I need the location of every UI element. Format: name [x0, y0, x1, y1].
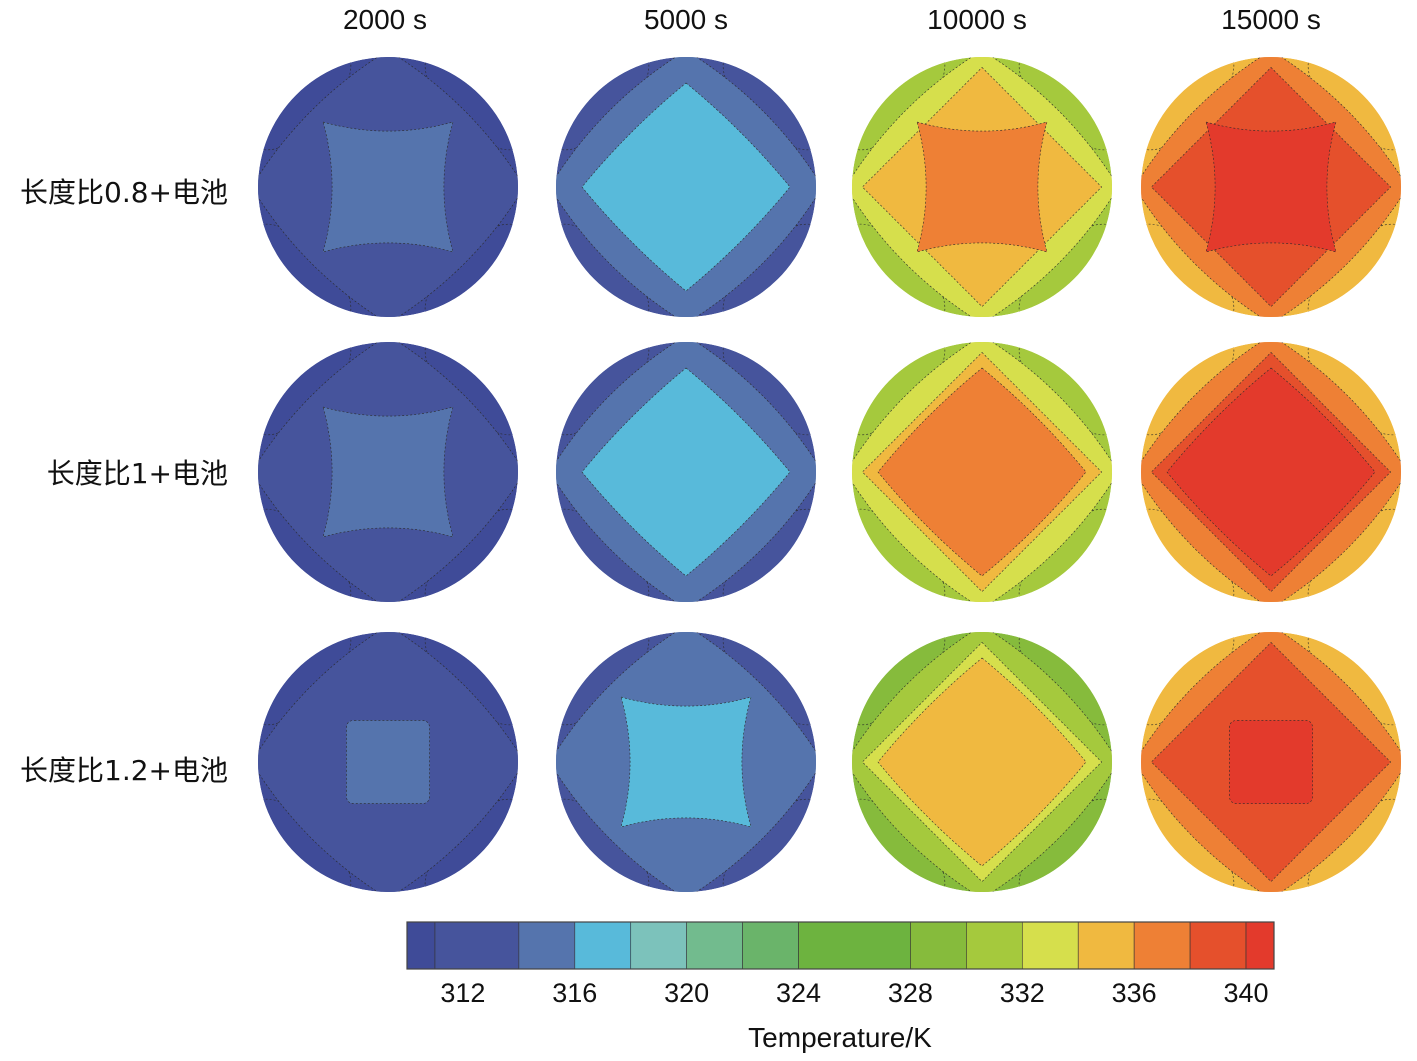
contour-panel-r2-c2	[556, 342, 816, 602]
contour-center-zone	[581, 367, 791, 577]
colorbar-tick-label: 336	[1111, 978, 1157, 1008]
contour-center-zone	[1205, 121, 1337, 253]
contour-center-zone	[322, 121, 454, 253]
contour-panel-r3-c4	[1141, 632, 1401, 892]
contour-center-zone	[916, 121, 1048, 253]
colorbar-bin-15	[1245, 921, 1275, 970]
colorbar-tick-label: 320	[664, 978, 710, 1008]
colorbar-bin-4	[574, 921, 632, 970]
colorbar-bin-14	[1189, 921, 1247, 970]
contour-panel-r2-c4	[1141, 342, 1401, 602]
colorbar-bin-13	[1133, 921, 1191, 970]
row-label-1: 长度比0.8+电池	[20, 176, 228, 209]
colorbar-tick-label: 324	[776, 978, 822, 1008]
colorbar-tick-label: 332	[999, 978, 1045, 1008]
colorbar-bin-9	[910, 921, 967, 970]
row-label-3: 长度比1.2+电池	[20, 754, 228, 787]
colorbar-bin-6	[686, 921, 743, 970]
colorbar-bin-1	[406, 921, 436, 970]
column-title-2: 5000 s	[643, 4, 729, 35]
colorbar-tick-label: 340	[1223, 978, 1269, 1008]
colorbar-bin-5	[630, 921, 687, 970]
colorbar-bin-12	[1077, 921, 1135, 970]
colorbar-bin-7	[742, 921, 799, 970]
contour-center-zone	[1166, 367, 1376, 577]
row-label-2: 长度比1+电池	[46, 457, 228, 490]
contour-panel-r2-c1	[258, 342, 518, 602]
contour-panel-r1-c1	[258, 57, 518, 317]
column-title-3: 10000 s	[927, 4, 1027, 35]
column-title-4: 15000 s	[1221, 4, 1321, 35]
contour-panel-r3-c3	[852, 632, 1112, 892]
colorbar-bin-8	[798, 921, 911, 970]
contour-panel-r1-c4	[1141, 57, 1401, 317]
contour-panel-r3-c1	[258, 632, 518, 892]
colorbar-frame	[406, 921, 1275, 970]
contour-center-zone	[346, 720, 430, 804]
colorbar	[406, 921, 1275, 970]
contour-center-zone	[877, 657, 1087, 867]
colorbar-title: Temperature/K	[748, 1022, 932, 1053]
colorbar-tick-label: 328	[887, 978, 933, 1008]
contour-panel-r2-c3	[852, 342, 1112, 602]
contour-center-zone	[1229, 720, 1313, 804]
colorbar-tick-label: 312	[440, 978, 486, 1008]
contour-center-zone	[620, 696, 752, 828]
colorbar-bin-2	[434, 921, 520, 970]
colorbar-bin-11	[1021, 921, 1079, 970]
colorbar-bin-10	[966, 921, 1023, 970]
contour-panel-r3-c2	[556, 632, 816, 892]
colorbar-tick-label: 316	[552, 978, 598, 1008]
colorbar-bin-3	[518, 921, 576, 970]
contour-center-zone	[877, 367, 1087, 577]
contour-panel-r1-c2	[556, 57, 816, 317]
contour-panel-r1-c3	[852, 57, 1112, 317]
column-title-1: 2000 s	[342, 4, 428, 35]
contour-center-zone	[322, 406, 454, 538]
contour-center-zone	[581, 82, 791, 292]
